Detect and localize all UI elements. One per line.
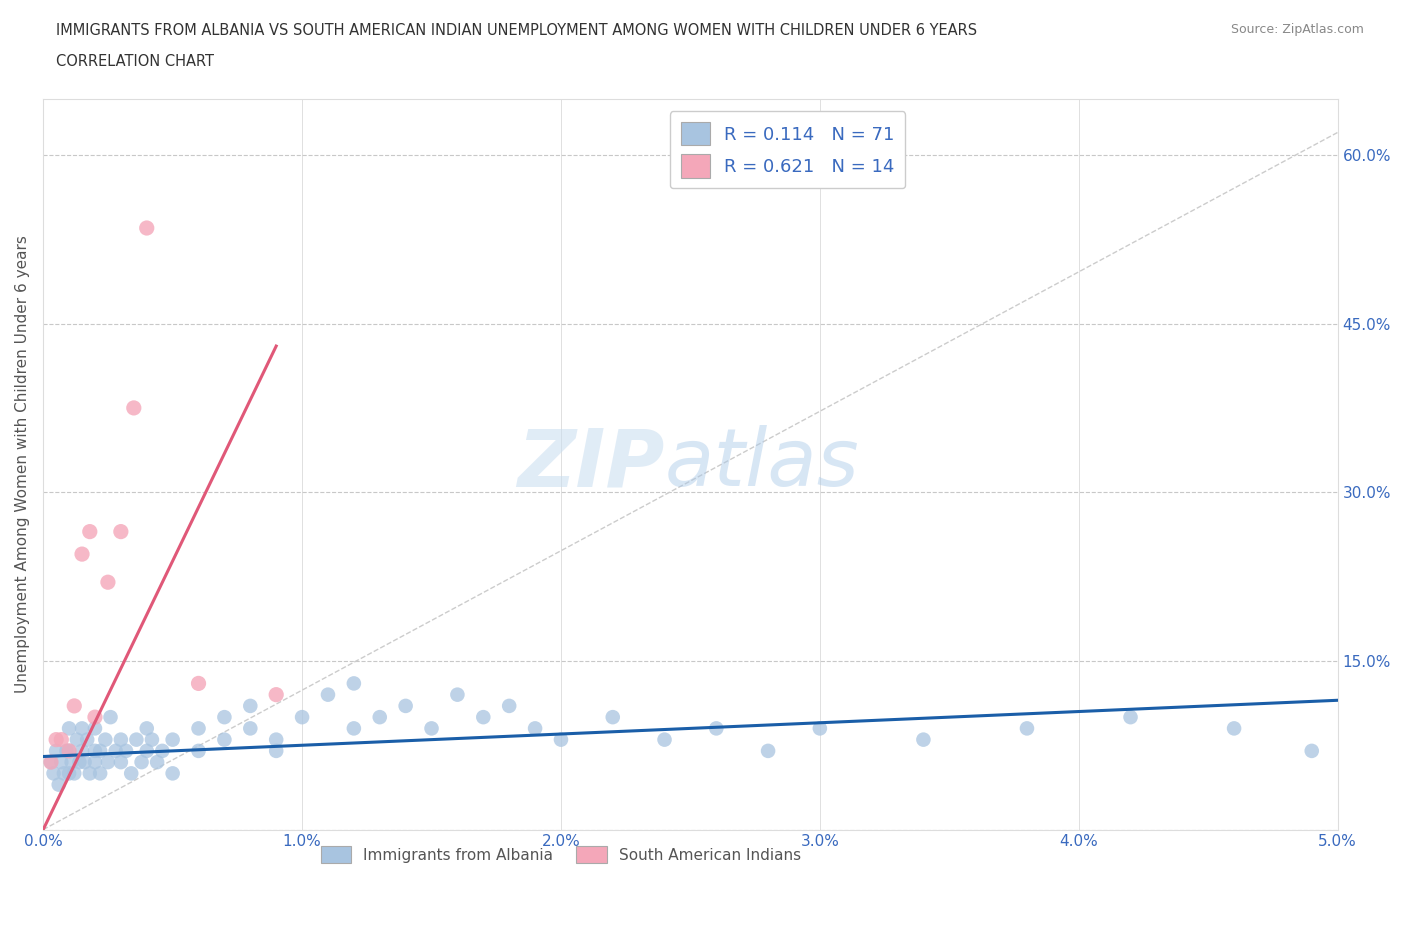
Point: [1301, 743, 1323, 758]
Legend: Immigrants from Albania, South American Indians: Immigrants from Albania, South American …: [315, 840, 807, 870]
Point: [239, 698, 262, 713]
Text: ZIP: ZIP: [517, 425, 665, 503]
Point: [84, 754, 107, 769]
Point: [316, 687, 339, 702]
Point: [45, 743, 67, 758]
Point: [110, 754, 132, 769]
Point: [67, 754, 90, 769]
Point: [115, 743, 138, 758]
Point: [343, 676, 366, 691]
Point: [110, 525, 132, 539]
Point: [550, 732, 572, 747]
Point: [756, 743, 779, 758]
Point: [110, 732, 132, 747]
Point: [66, 732, 89, 747]
Point: [602, 710, 624, 724]
Point: [264, 687, 287, 702]
Point: [89, 743, 111, 758]
Y-axis label: Unemployment Among Women with Children Under 6 years: Unemployment Among Women with Children U…: [15, 235, 30, 693]
Point: [58, 721, 80, 736]
Point: [84, 710, 107, 724]
Point: [70, 721, 93, 736]
Point: [368, 710, 391, 724]
Point: [162, 732, 184, 747]
Point: [187, 721, 209, 736]
Point: [39, 754, 62, 769]
Point: [73, 754, 96, 769]
Point: [214, 732, 236, 747]
Point: [48, 777, 70, 792]
Point: [395, 698, 418, 713]
Point: [654, 732, 676, 747]
Point: [122, 401, 145, 416]
Point: [120, 766, 142, 781]
Point: [141, 732, 163, 747]
Point: [70, 547, 93, 562]
Point: [239, 721, 262, 736]
Point: [60, 754, 83, 769]
Point: [472, 710, 495, 724]
Point: [187, 676, 209, 691]
Point: [97, 754, 120, 769]
Point: [58, 743, 80, 758]
Point: [51, 754, 73, 769]
Point: [264, 743, 287, 758]
Point: [1015, 721, 1038, 736]
Point: [58, 743, 80, 758]
Point: [808, 721, 831, 736]
Point: [1119, 710, 1142, 724]
Point: [63, 698, 86, 713]
Point: [1223, 721, 1246, 736]
Point: [131, 754, 153, 769]
Text: CORRELATION CHART: CORRELATION CHART: [56, 54, 214, 69]
Text: IMMIGRANTS FROM ALBANIA VS SOUTH AMERICAN INDIAN UNEMPLOYMENT AMONG WOMEN WITH C: IMMIGRANTS FROM ALBANIA VS SOUTH AMERICA…: [56, 23, 977, 38]
Point: [446, 687, 468, 702]
Point: [264, 732, 287, 747]
Point: [291, 710, 314, 724]
Point: [45, 732, 67, 747]
Point: [100, 710, 122, 724]
Point: [55, 743, 77, 758]
Point: [498, 698, 520, 713]
Point: [58, 766, 80, 781]
Point: [104, 743, 127, 758]
Point: [42, 766, 65, 781]
Point: [76, 732, 98, 747]
Text: atlas: atlas: [665, 425, 859, 503]
Point: [135, 743, 157, 758]
Point: [63, 766, 86, 781]
Point: [84, 743, 107, 758]
Point: [524, 721, 547, 736]
Point: [343, 721, 366, 736]
Point: [125, 732, 148, 747]
Text: Source: ZipAtlas.com: Source: ZipAtlas.com: [1230, 23, 1364, 36]
Point: [214, 710, 236, 724]
Point: [51, 732, 73, 747]
Point: [187, 743, 209, 758]
Point: [135, 220, 157, 235]
Point: [94, 732, 117, 747]
Point: [912, 732, 935, 747]
Point: [70, 743, 93, 758]
Point: [39, 754, 62, 769]
Point: [52, 766, 75, 781]
Point: [79, 766, 101, 781]
Point: [135, 721, 157, 736]
Point: [162, 766, 184, 781]
Point: [84, 721, 107, 736]
Point: [150, 743, 173, 758]
Point: [146, 754, 169, 769]
Point: [420, 721, 443, 736]
Point: [89, 766, 111, 781]
Point: [97, 575, 120, 590]
Point: [704, 721, 727, 736]
Point: [79, 525, 101, 539]
